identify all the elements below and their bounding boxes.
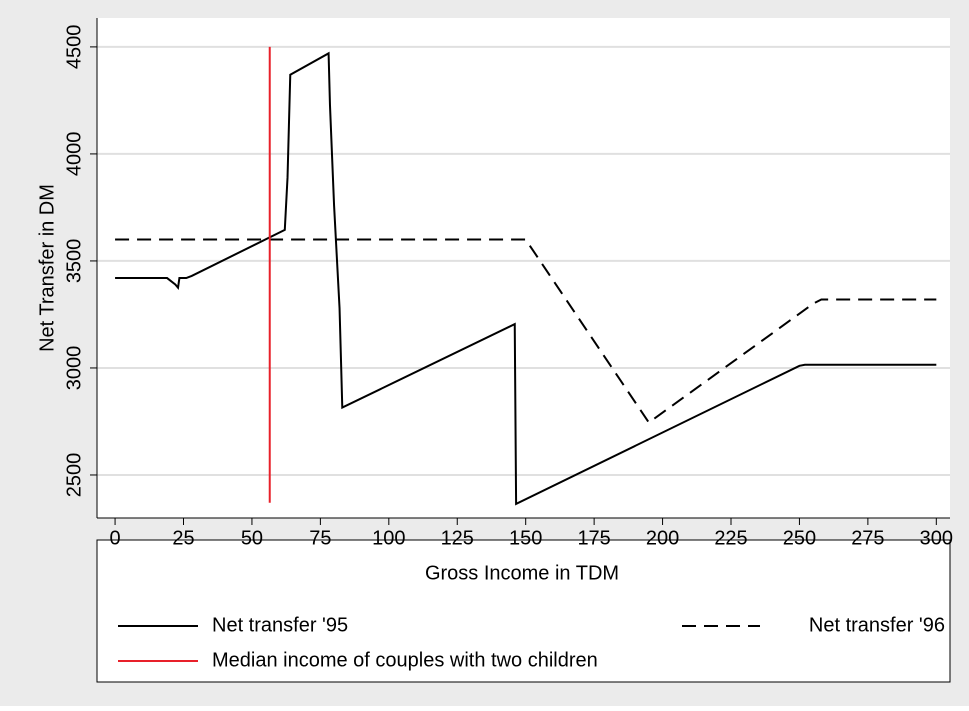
y-tick-label: 4000 [63, 132, 85, 177]
legend-box [96, 539, 951, 683]
x-tick-label: 225 [714, 527, 747, 549]
line-series [115, 238, 937, 424]
x-tick-label: 150 [509, 527, 542, 549]
legend-label: Net transfer '96 [809, 614, 945, 636]
plot-area [97, 18, 950, 518]
x-tick-label: 75 [309, 527, 331, 549]
y-tick-label: 3500 [63, 239, 85, 284]
x-tick-label: 300 [920, 527, 953, 549]
x-tick-label: 275 [851, 527, 884, 549]
x-tick-label: 100 [372, 527, 405, 549]
x-tick-label: 0 [110, 527, 121, 549]
y-tick-label: 4500 [63, 25, 85, 70]
x-tick-label: 175 [577, 527, 610, 549]
y-tick-label: 3000 [63, 346, 85, 391]
x-tick-label: 50 [241, 527, 263, 549]
x-tick-label: 250 [783, 527, 816, 549]
x-tick-label: 25 [172, 527, 194, 549]
x-axis-title: Gross Income in TDM [425, 562, 619, 584]
legend-label: Net transfer '95 [212, 614, 348, 636]
x-tick-label: 200 [646, 527, 679, 549]
legend-label: Median income of couples with two childr… [212, 649, 598, 671]
y-tick-label: 2500 [63, 453, 85, 498]
line-series [115, 51, 937, 506]
y-axis-title: Net Transfer in DM [36, 184, 58, 352]
x-tick-label: 125 [441, 527, 474, 549]
